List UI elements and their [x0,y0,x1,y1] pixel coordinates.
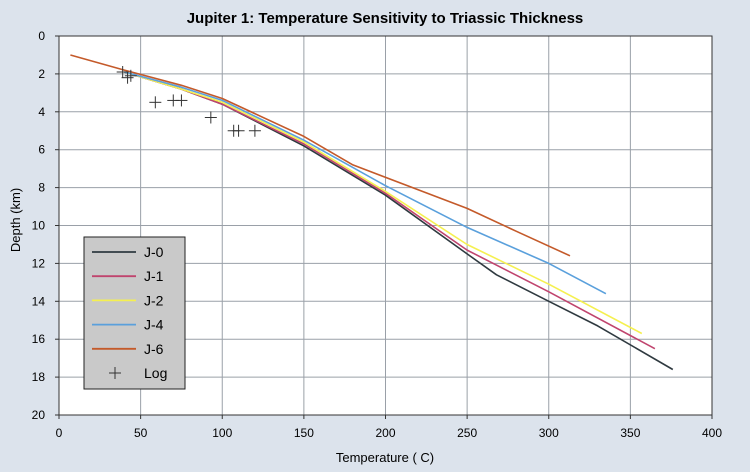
y-axis-label: Depth (km) [8,188,23,252]
log-marker [121,71,134,84]
legend-label-J-1: J-1 [144,268,164,284]
series-lines [70,54,674,371]
y-tick-label: 8 [38,181,45,195]
log-marker [248,124,261,137]
y-tick-label: 12 [32,256,46,270]
y-tick-label: 18 [32,370,46,384]
log-markers [116,66,261,137]
legend-label-J-2: J-2 [144,292,164,308]
y-axis-ticks: 0 2 4 6 8 10 12 14 16 18 20 [32,29,59,422]
chart-title: Jupiter 1: Temperature Sensitivity to Tr… [187,10,584,27]
x-tick-label: 400 [702,426,722,440]
legend-label-Log: Log [144,365,167,381]
legend-label-J-4: J-4 [144,317,164,333]
x-tick-label: 300 [539,426,559,440]
x-tick-label: 350 [620,426,640,440]
x-tick-label: 0 [56,426,63,440]
series-line-J-2 [124,71,643,335]
y-tick-label: 6 [38,143,45,157]
y-tick-label: 16 [32,332,46,346]
log-marker [116,66,129,79]
x-tick-label: 150 [294,426,314,440]
log-marker [204,111,217,124]
y-tick-label: 0 [38,29,45,43]
x-tick-label: 50 [134,426,148,440]
x-axis-label: Temperature ( C) [336,450,434,465]
y-tick-label: 14 [32,294,46,308]
x-tick-label: 200 [375,426,395,440]
y-tick-label: 20 [32,408,46,422]
legend: J-0 J-1 J-2 J-4 J-6 Log [83,236,186,390]
x-axis-ticks: 0 50 100 150 200 250 300 350 400 [56,415,722,440]
series-line-J-6 [70,54,571,257]
log-marker [124,69,137,82]
legend-label-J-0: J-0 [144,244,164,260]
grid [58,35,713,416]
x-tick-label: 250 [457,426,477,440]
log-marker [232,124,245,137]
log-marker [175,94,188,107]
y-tick-label: 10 [32,219,46,233]
y-tick-label: 4 [38,105,45,119]
x-tick-label: 100 [212,426,232,440]
legend-swatch-log [109,367,121,379]
legend-box [83,236,186,390]
legend-label-J-6: J-6 [144,341,164,357]
log-marker [149,96,162,109]
y-tick-label: 2 [38,67,45,81]
series-line-J-4 [124,71,607,295]
